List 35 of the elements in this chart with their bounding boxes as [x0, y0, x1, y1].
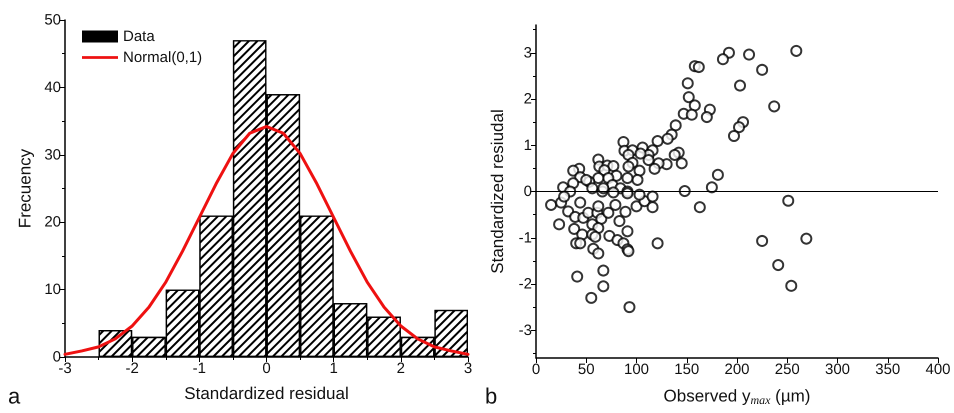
y-tick-label: 20 — [44, 214, 61, 231]
x-tick-label: 400 — [925, 361, 951, 378]
x-tick-label: 150 — [674, 361, 700, 378]
x-tick-label: -3 — [58, 360, 72, 377]
y-tick-label: 50 — [44, 12, 61, 28]
x-tick-label: 200 — [724, 361, 750, 378]
y-tick-label: 0 — [52, 348, 61, 366]
y-tick-label: 10 — [44, 281, 61, 298]
legend-label: Normal(0,1) — [123, 49, 202, 66]
x-tick-label: 50 — [578, 361, 595, 378]
y-tick-label: 30 — [44, 146, 61, 164]
x-tick-label: 300 — [824, 361, 850, 378]
x-tick-label: 0 — [262, 360, 271, 377]
y-tick-label: 40 — [44, 78, 61, 96]
legend-label: Data — [123, 28, 156, 45]
x-tick-label: 1 — [329, 360, 338, 377]
y-tick-label: -1 — [518, 229, 532, 246]
x-tick-label: 3 — [464, 360, 472, 377]
y-tick-label: 2 — [524, 90, 532, 108]
text: a — [8, 384, 21, 408]
x-axis-title: Standardized residual — [184, 384, 349, 403]
y-tick-label: -2 — [518, 276, 532, 292]
x-tick-label: 250 — [774, 361, 800, 378]
x-tick-label: 350 — [875, 361, 900, 378]
y-tick-label: 3 — [524, 44, 532, 62]
y-tick-label: -3 — [518, 322, 532, 339]
y-axis-title: Frecuency — [15, 148, 34, 228]
x-tick-label: 100 — [624, 361, 650, 378]
y-tick-label: 0 — [524, 183, 532, 200]
y-tick-label: 1 — [524, 136, 532, 154]
x-tick-label: 2 — [396, 360, 406, 377]
y-axis-title: Standardized resiudal — [488, 109, 507, 274]
x-tick-label: -1 — [192, 360, 206, 377]
x-tick-label: -2 — [125, 360, 139, 377]
text: b — [485, 384, 498, 408]
